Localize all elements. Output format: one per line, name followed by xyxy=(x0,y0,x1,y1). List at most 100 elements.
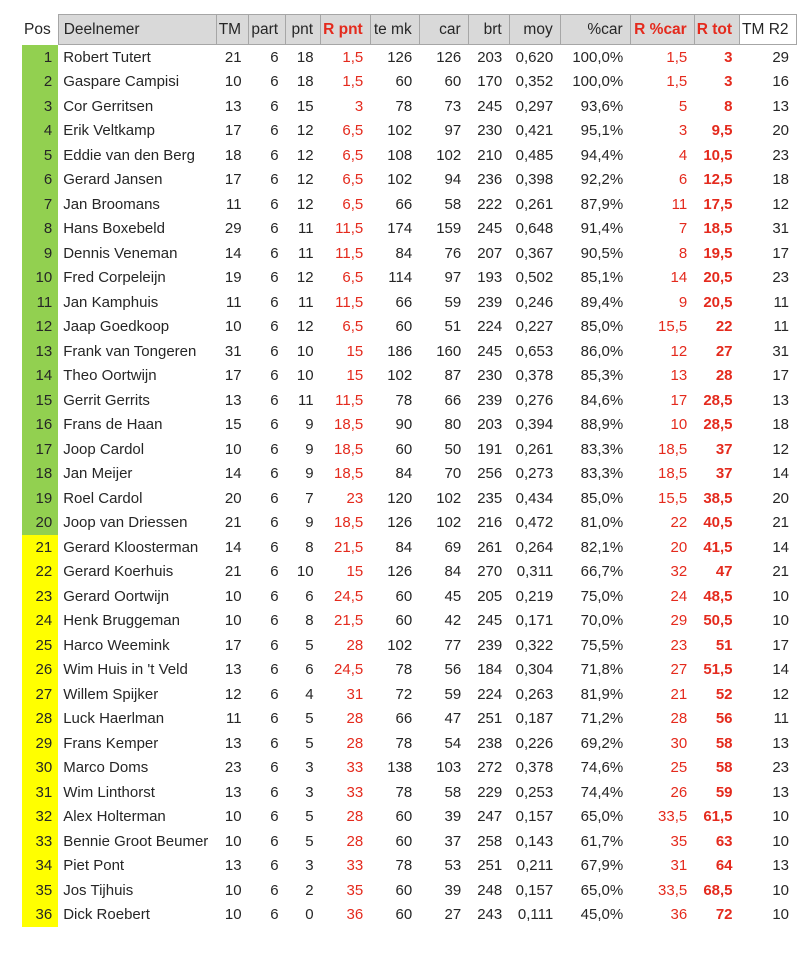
table-row: 29 Frans Kemper 13 6 5 28 78 54 238 0,226 69,2% 30 5… xyxy=(22,731,796,756)
cell-r_tot: 58 xyxy=(715,734,733,752)
cell-pcar: 88,9% xyxy=(580,416,624,434)
cell-deelnemer: Joop Cardol xyxy=(63,440,145,458)
cell-pos: 23 xyxy=(22,584,59,609)
cell-r_pnt: 6,5 xyxy=(342,195,364,213)
cell-te_mk: 120 xyxy=(387,489,413,507)
cell-pnt: 11 xyxy=(298,293,314,311)
cell-r_pcar: 1,5 xyxy=(666,48,688,66)
cell-tm: 10 xyxy=(224,808,242,826)
cell-te_mk: 72 xyxy=(395,685,413,703)
cell-tm_r2: 10 xyxy=(772,881,790,899)
cell-r_pnt: 23 xyxy=(346,489,364,507)
table-row: 18 Jan Meijer 14 6 9 18,5 84 70 256 0,273 83,3% 18,… xyxy=(22,461,796,486)
cell-pos: 29 xyxy=(22,731,59,756)
cell-r_tot: 47 xyxy=(715,563,733,581)
cell-r_pcar: 27 xyxy=(670,661,688,679)
cell-r_pcar: 28 xyxy=(670,710,688,728)
cell-tm_r2: 18 xyxy=(772,416,790,434)
header-cell-te_mk: te mk xyxy=(369,14,420,45)
table-row: 8 Hans Boxebeld 29 6 11 11,5 174 159 245 0,648 91,… xyxy=(22,216,796,241)
cell-pnt: 8 xyxy=(305,612,314,630)
cell-tm: 17 xyxy=(224,636,242,654)
header-cell-brt: brt xyxy=(467,14,510,45)
cell-tm_r2: 14 xyxy=(772,465,790,483)
cell-pnt: 9 xyxy=(305,416,314,434)
cell-r_pcar: 33,5 xyxy=(658,808,688,826)
cell-r_pnt: 18,5 xyxy=(334,416,364,434)
cell-tm: 10 xyxy=(224,318,242,336)
cell-pnt: 10 xyxy=(296,563,314,581)
cell-te_mk: 60 xyxy=(395,440,413,458)
cell-r_pnt: 15 xyxy=(346,563,364,581)
cell-deelnemer: Gerard Jansen xyxy=(63,171,163,189)
cell-te_mk: 102 xyxy=(387,367,413,385)
cell-car: 76 xyxy=(444,244,462,262)
cell-pnt: 12 xyxy=(296,318,314,336)
cell-deelnemer: Harco Weemink xyxy=(63,636,170,654)
cell-deelnemer: Robert Tutert xyxy=(63,48,151,66)
cell-tm_r2: 17 xyxy=(772,367,790,385)
table-row: 4 Erik Veltkamp 17 6 12 6,5 102 97 230 0,421 95,1%… xyxy=(22,118,796,143)
cell-pcar: 94,4% xyxy=(580,146,624,164)
cell-pos: 15 xyxy=(22,388,59,413)
cell-tm_r2: 29 xyxy=(772,48,790,66)
cell-pcar: 86,0% xyxy=(580,342,624,360)
cell-part: 6 xyxy=(270,514,279,532)
cell-moy: 0,394 xyxy=(515,416,554,434)
cell-tm: 14 xyxy=(224,538,242,556)
cell-pnt: 8 xyxy=(305,538,314,556)
cell-r_pnt: 11,5 xyxy=(335,244,364,262)
cell-pnt: 18 xyxy=(296,73,314,91)
cell-pnt: 10 xyxy=(296,342,314,360)
cell-r_pnt: 31 xyxy=(346,685,364,703)
table-row: 6 Gerard Jansen 17 6 12 6,5 102 94 236 0,398 92,2%… xyxy=(22,167,796,192)
cell-brt: 193 xyxy=(477,269,503,287)
cell-brt: 184 xyxy=(477,661,503,679)
cell-car: 97 xyxy=(444,269,462,287)
cell-r_pnt: 18,5 xyxy=(334,514,364,532)
cell-te_mk: 84 xyxy=(395,244,413,262)
cell-tm: 11 xyxy=(226,195,242,213)
cell-te_mk: 60 xyxy=(395,612,413,630)
cell-pcar: 66,7% xyxy=(580,563,624,581)
cell-pos: 14 xyxy=(22,363,59,388)
cell-deelnemer: Cor Gerritsen xyxy=(63,97,154,115)
cell-car: 51 xyxy=(444,318,462,336)
cell-pos: 9 xyxy=(22,241,59,266)
cell-deelnemer: Jos Tijhuis xyxy=(63,881,134,899)
cell-tm_r2: 10 xyxy=(772,906,790,924)
cell-r_pcar: 11 xyxy=(671,195,688,213)
cell-tm: 12 xyxy=(224,685,242,703)
cell-deelnemer: Fred Corpeleijn xyxy=(63,269,166,287)
table-row: 25 Harco Weemink 17 6 5 28 102 77 239 0,322 75,5% 2… xyxy=(22,633,796,658)
cell-brt: 210 xyxy=(477,146,503,164)
cell-tm_r2: 17 xyxy=(772,636,790,654)
cell-part: 6 xyxy=(270,73,279,91)
table-row: 21 Gerard Kloosterman 14 6 8 21,5 84 69 261 0,264… xyxy=(22,535,796,560)
cell-deelnemer: Dick Roebert xyxy=(63,906,150,924)
cell-tm: 23 xyxy=(224,759,242,777)
cell-deelnemer: Jan Broomans xyxy=(63,195,160,213)
cell-brt: 239 xyxy=(477,636,503,654)
cell-r_pcar: 13 xyxy=(670,367,688,385)
cell-pcar: 85,3% xyxy=(580,367,624,385)
cell-pcar: 100,0% xyxy=(572,48,624,66)
cell-part: 6 xyxy=(270,685,279,703)
cell-moy: 0,187 xyxy=(515,710,554,728)
cell-r_tot: 22 xyxy=(715,318,733,336)
cell-deelnemer: Roel Cardol xyxy=(63,489,143,507)
cell-pos: 3 xyxy=(22,94,59,119)
cell-r_tot: 58 xyxy=(715,759,733,777)
cell-deelnemer: Erik Veltkamp xyxy=(63,122,155,140)
cell-r_pcar: 33,5 xyxy=(658,881,688,899)
cell-tm: 17 xyxy=(224,171,242,189)
table-row: 31 Wim Linthorst 13 6 3 33 78 58 229 0,253 74,4% 26… xyxy=(22,780,796,805)
cell-pcar: 75,0% xyxy=(580,587,624,605)
cell-te_mk: 60 xyxy=(395,318,413,336)
cell-moy: 0,472 xyxy=(515,514,554,532)
table-row: 30 Marco Doms 23 6 3 33 138 103 272 0,378 74,6% 25 5… xyxy=(22,755,796,780)
table-row: 35 Jos Tijhuis 10 6 2 35 60 39 248 0,157 65,0% 33,5… xyxy=(22,878,796,903)
cell-te_mk: 90 xyxy=(395,416,413,434)
cell-r_tot: 38,5 xyxy=(703,489,733,507)
cell-r_tot: 19,5 xyxy=(703,244,733,262)
